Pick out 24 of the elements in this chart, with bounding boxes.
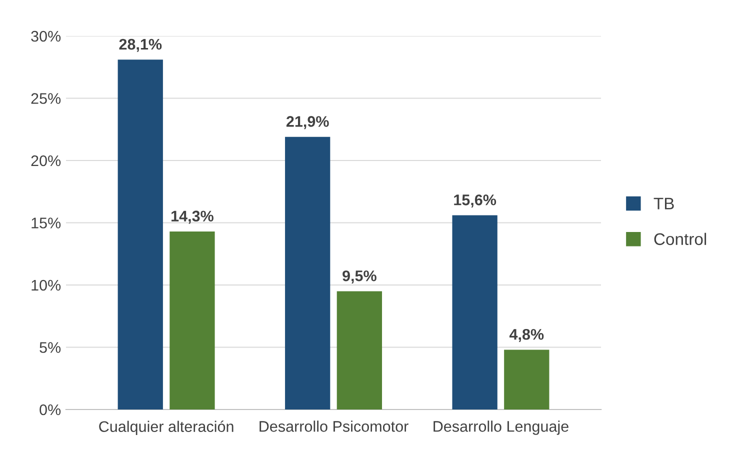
y-tick-label: 30%	[31, 30, 61, 42]
bar	[336, 291, 382, 410]
bar	[452, 215, 498, 410]
data-label: 14,3%	[172, 210, 214, 224]
y-tick-label: 25%	[31, 93, 61, 104]
legend-label: TB	[654, 198, 674, 210]
data-label: 15,6%	[454, 194, 496, 208]
bar	[170, 231, 215, 410]
y-tick-label: 5%	[40, 342, 61, 353]
legend-label: Control	[654, 232, 706, 246]
bar	[504, 350, 550, 410]
data-label: 4,8%	[509, 328, 544, 342]
bar	[118, 60, 163, 410]
y-tick-label: 10%	[32, 280, 61, 291]
y-tick-label: 15%	[32, 218, 61, 228]
data-label: 9,5%	[342, 270, 376, 284]
data-label: 28,1%	[119, 38, 162, 52]
x-tick-label: Desarrollo Psicomotor	[260, 420, 408, 432]
bar	[285, 136, 330, 410]
data-label: 21,9%	[286, 116, 329, 130]
x-tick-label: Desarrollo Lenguaje	[434, 420, 568, 435]
x-tick-label: Cualquier alteración	[99, 420, 234, 436]
y-tick-label: 0%	[40, 404, 61, 416]
y-tick-label: 20%	[31, 155, 61, 166]
